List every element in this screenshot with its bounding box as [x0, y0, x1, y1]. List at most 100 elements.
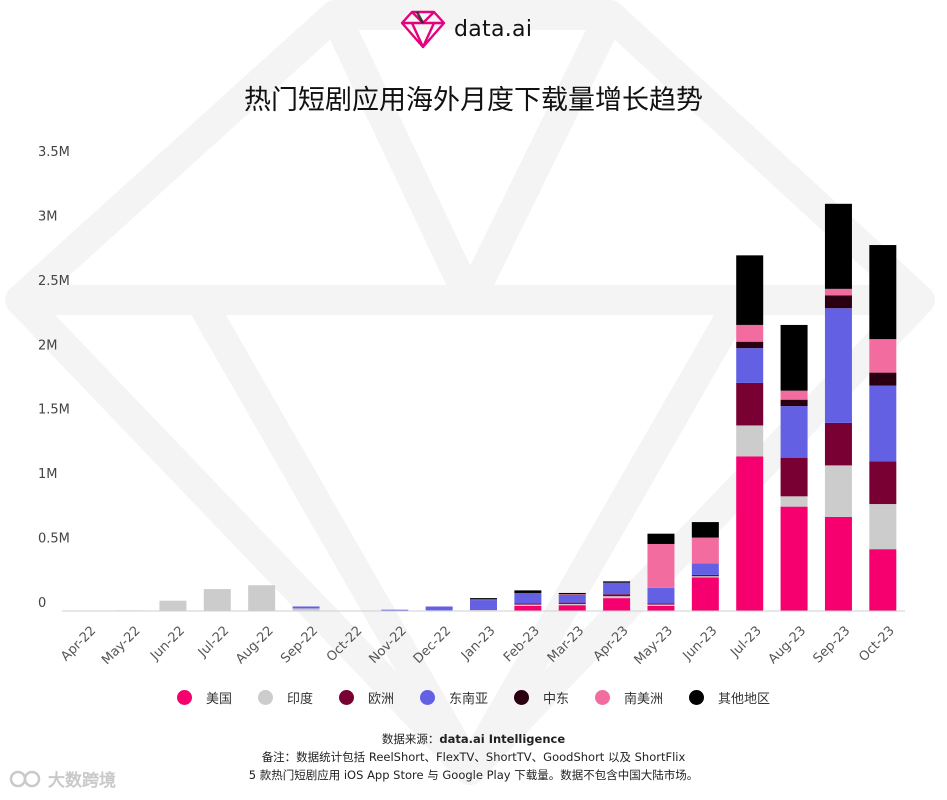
x-tick-label: Apr-22	[58, 623, 99, 664]
legend-dot	[595, 690, 611, 705]
y-tick-label: 2.5M	[38, 274, 70, 289]
legend: 美国 印度 欧洲 东南亚 中东 南美洲 其他地区	[0, 688, 947, 707]
x-tick-label: Nov-22	[366, 623, 409, 666]
bar-segment	[381, 609, 409, 611]
note-line-2: 5 款热门短剧应用 iOS App Store 与 Google Play 下载…	[248, 768, 699, 782]
bar-segment	[869, 549, 897, 611]
bar-stack	[248, 585, 276, 611]
bar-segment	[647, 605, 675, 611]
bar-stack	[869, 245, 897, 611]
legend-label: 印度	[286, 692, 313, 707]
bar-segment	[470, 609, 497, 610]
legend-dot	[514, 690, 529, 705]
watermark-logo-icon	[9, 770, 41, 787]
bar-segment	[603, 581, 631, 583]
bar-stack	[470, 598, 497, 611]
bar-stack	[736, 255, 764, 611]
bar-segment	[514, 592, 542, 604]
bar-segment	[292, 608, 320, 611]
bar-segment	[514, 590, 542, 593]
legend-item-europe: 欧洲	[338, 688, 394, 707]
legend-dot	[689, 690, 705, 705]
source-line: 数据来源：data.ai Intelligence	[0, 730, 947, 748]
bar-segment	[736, 348, 764, 383]
x-tick-label: Oct-22	[324, 623, 366, 665]
x-tick-label: Jan-23	[458, 623, 499, 664]
bar-segment	[869, 372, 897, 386]
bar-stack	[558, 592, 586, 611]
bar-stack	[381, 609, 409, 611]
legend-item-us: 美国	[176, 688, 232, 707]
bar-stack	[691, 522, 719, 611]
legend-item-southeast-asia: 东南亚	[419, 688, 488, 707]
bar-stack	[780, 324, 808, 611]
bar-stack	[647, 533, 675, 611]
x-tick-label: Sep-23	[811, 623, 854, 666]
bar-segment	[558, 594, 586, 603]
bar-segment	[470, 609, 497, 611]
bar-segment	[470, 600, 497, 610]
bar-segment	[736, 341, 764, 349]
chart-title: 热门短剧应用海外月度下载量增长趋势	[244, 85, 703, 116]
x-tick-label: Dec-22	[411, 623, 454, 666]
x-tick-label: Jul-23	[727, 623, 764, 660]
bar-segment	[824, 516, 852, 611]
y-axis-ticks: 0 0.5M 1M 1.5M 2M 2.5M 3M 3.5M	[38, 145, 70, 611]
bar-segment	[647, 604, 675, 606]
diamond-logo-icon	[400, 10, 446, 49]
bar-segment	[824, 203, 852, 289]
footer-notes: 数据来源：data.ai Intelligence 备注：数据统计包括 Reel…	[0, 730, 947, 784]
legend-label: 中东	[543, 692, 570, 707]
bar-stack	[514, 590, 542, 611]
bar-segment	[248, 585, 276, 611]
bar-groups	[115, 203, 897, 611]
note-line-1: 备注：数据统计包括 ReelShort、FlexTV、ShortTV、GoodS…	[261, 750, 686, 764]
bar-segment	[736, 382, 764, 426]
bar-segment	[736, 324, 764, 342]
x-tick-label: Sep-22	[278, 623, 321, 666]
y-tick-label: 0	[38, 596, 46, 611]
x-tick-label: Aug-23	[766, 623, 810, 667]
bar-segment	[824, 465, 852, 517]
y-tick-label: 1.5M	[38, 403, 70, 418]
bar-stack	[603, 581, 631, 611]
bar-segment	[780, 457, 808, 497]
x-tick-label: Jun-23	[680, 623, 721, 664]
bar-segment	[558, 594, 586, 595]
source-name: data.ai Intelligence	[439, 732, 566, 746]
bar-stack	[203, 589, 231, 611]
x-tick-label: May-23	[632, 623, 676, 667]
legend-item-india: 印度	[257, 688, 313, 707]
bar-segment	[780, 399, 808, 407]
brand-logo: data.ai	[400, 8, 532, 50]
legend-item-south-america: 南美洲	[595, 688, 663, 707]
bar-segment	[736, 456, 764, 611]
bar-segment	[558, 603, 586, 606]
watermark-text: 大数跨境	[48, 771, 116, 791]
x-tick-label: Jul-22	[195, 623, 232, 660]
bar-segment	[647, 603, 675, 605]
bar-segment	[514, 604, 542, 606]
brand-name: data.ai	[454, 16, 533, 42]
bar-segment	[869, 339, 897, 373]
bar-segment	[691, 576, 719, 578]
x-tick-label: Oct-23	[856, 623, 898, 665]
bar-segment	[203, 589, 231, 611]
bar-segment	[647, 543, 675, 588]
source-prefix: 数据来源：	[381, 732, 440, 746]
bar-stack	[425, 606, 453, 611]
legend-label: 欧洲	[367, 692, 394, 707]
legend-dot	[176, 690, 192, 705]
bar-segment	[514, 605, 542, 611]
legend-label: 东南亚	[448, 692, 488, 707]
bar-segment	[425, 606, 453, 611]
bar-segment	[603, 582, 631, 595]
legend-item-middle-east: 中东	[514, 688, 569, 707]
bar-segment	[603, 596, 631, 599]
y-tick-label: 2M	[38, 338, 58, 353]
legend-label: 南美洲	[624, 692, 664, 707]
y-tick-label: 3.5M	[38, 145, 70, 160]
bar-segment	[691, 537, 719, 564]
bar-segment	[869, 385, 897, 462]
bar-segment	[558, 592, 586, 595]
